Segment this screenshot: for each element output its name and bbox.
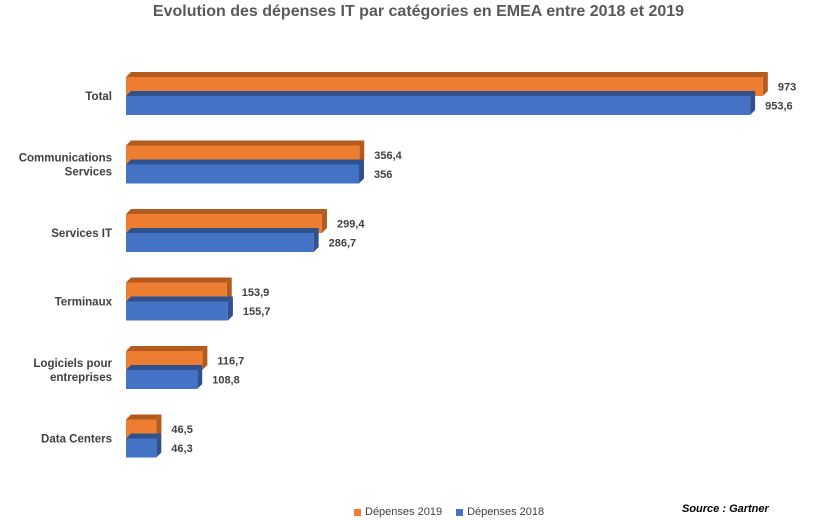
category-label-data-centers: Data Centers — [41, 434, 112, 446]
category-label-line: Communications — [19, 153, 112, 165]
bar-side-2018-total — [750, 91, 756, 115]
plot-area: Total 973 953,6 Communications Services 356,4… — [19, 72, 796, 458]
bar-2018-total — [126, 96, 751, 115]
category-label-line: Logiciels pour — [33, 358, 112, 370]
category-label-line: Total — [85, 91, 112, 103]
value-label-2019-logiciels-pour-entreprises: 116,7 — [217, 356, 244, 368]
bar-2018-terminaux — [126, 301, 228, 321]
bar-top-2019-services-it — [126, 209, 327, 214]
legend-item-2019: Dépenses 2019 — [354, 506, 442, 518]
chart-title: Evolution des dépenses IT par catégories… — [152, 3, 685, 20]
value-label-2019-services-it: 299,4 — [337, 219, 365, 231]
category-label-communications-services: Communications Services — [19, 153, 112, 179]
bar-top-2019-logiciels-pour-entreprises — [126, 346, 208, 351]
value-label-2018-data-centers: 46,3 — [171, 443, 192, 455]
bar-2018-logiciels-pour-entreprises — [126, 370, 198, 389]
bar-side-2018-services-it — [313, 228, 319, 252]
bar-top-2019-communications-services — [126, 140, 365, 146]
bar-top-2018-total — [126, 91, 756, 96]
bar-top-2019-terminaux — [126, 277, 232, 283]
legend-swatch-2018 — [456, 508, 464, 516]
bar-top-2018-logiciels-pour-entreprises — [126, 365, 203, 370]
category-label-line: Services — [65, 167, 112, 179]
legend: Dépenses 2019 Dépenses 2018 — [354, 506, 544, 518]
value-label-2018-communications-services: 356 — [374, 169, 392, 181]
value-label-2019-data-centers: 46,5 — [171, 424, 192, 436]
bar-side-2019-logiciels-pour-entreprises — [202, 346, 208, 370]
bar-2018-services-it — [126, 233, 314, 252]
value-label-2018-services-it: 286,7 — [329, 238, 357, 250]
bar-side-2018-terminaux — [227, 296, 233, 321]
value-label-2018-logiciels-pour-entreprises: 108,8 — [212, 375, 240, 387]
category-label-logiciels-pour-entreprises: Logiciels pour entreprises — [33, 358, 112, 384]
bar-side-2018-logiciels-pour-entreprises — [197, 365, 203, 389]
bar-top-2018-data-centers — [126, 433, 162, 439]
bar-2018-data-centers — [126, 438, 157, 458]
bar-side-2019-terminaux — [226, 277, 232, 302]
bar-2018-communications-services — [126, 164, 360, 184]
bar-side-2019-total — [762, 72, 768, 96]
category-label-services-it: Services IT — [51, 228, 112, 240]
category-label-line: Terminaux — [55, 297, 113, 309]
category-label-total: Total — [85, 91, 112, 103]
bar-top-2019-data-centers — [126, 414, 162, 420]
category-label-line: entreprises — [50, 372, 112, 384]
bar-side-2018-data-centers — [156, 433, 162, 458]
category-label-terminaux: Terminaux — [55, 297, 113, 309]
legend-label-2019: Dépenses 2019 — [365, 506, 443, 518]
legend-label-2018: Dépenses 2018 — [467, 506, 545, 518]
value-label-2018-terminaux: 155,7 — [243, 306, 271, 318]
bar-top-2018-services-it — [126, 228, 319, 233]
bar-side-2019-data-centers — [156, 414, 162, 439]
legend-swatch-2019 — [354, 508, 361, 516]
value-label-2019-communications-services: 356,4 — [374, 150, 402, 162]
bar-top-2018-communications-services — [126, 159, 365, 165]
bar-top-2019-total — [126, 72, 768, 77]
value-label-2019-terminaux: 153,9 — [242, 287, 270, 299]
bar-top-2018-terminaux — [126, 296, 233, 302]
source-note: Source : Gartner — [682, 503, 769, 515]
category-label-line: Services IT — [51, 228, 112, 240]
bar-side-2019-services-it — [321, 209, 327, 233]
value-label-2019-total: 973 — [778, 82, 796, 94]
value-label-2018-total: 953,6 — [765, 101, 793, 113]
bar-side-2018-communications-services — [359, 159, 365, 184]
category-label-line: Data Centers — [41, 434, 112, 446]
legend-item-2018: Dépenses 2018 — [456, 506, 544, 518]
bar-side-2019-communications-services — [359, 140, 365, 165]
